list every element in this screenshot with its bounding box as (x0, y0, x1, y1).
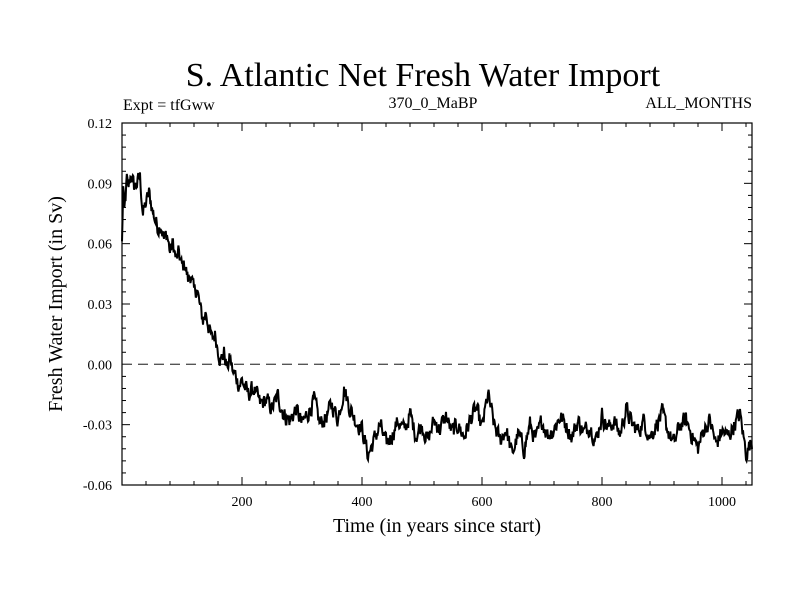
x-tick-label: 800 (592, 495, 613, 510)
subtitle-experiment: Expt = tfGww (123, 97, 215, 114)
x-tick-label: 1000 (708, 495, 736, 510)
subtitle-period: 370_0_MaBP (389, 95, 478, 112)
x-tick-labels: 200 400 600 800 1000 (232, 495, 737, 510)
chart-title: S. Atlantic Net Fresh Water Import (186, 57, 661, 94)
x-tick-label: 400 (352, 495, 373, 510)
x-axis-label: Time (in years since start) (333, 515, 541, 537)
y-tick-label: -0.03 (83, 419, 112, 434)
y-tick-label: 0.00 (88, 358, 113, 373)
x-tick-label: 200 (232, 495, 253, 510)
subtitle-months: ALL_MONTHS (645, 95, 752, 112)
y-tick-label: -0.06 (83, 479, 112, 494)
y-tick-labels: -0.06 -0.03 0.00 0.03 0.06 0.09 0.12 (83, 117, 112, 494)
y-tick-label: 0.06 (88, 238, 113, 253)
y-tick-label: 0.12 (88, 117, 113, 132)
x-tick-label: 600 (472, 495, 493, 510)
y-axis-label: Fresh Water Import (in Sv) (45, 196, 67, 412)
plot-frame (121, 122, 753, 486)
y-tick-label: 0.03 (88, 298, 113, 313)
y-tick-label: 0.09 (88, 177, 113, 192)
series-line (121, 172, 753, 464)
